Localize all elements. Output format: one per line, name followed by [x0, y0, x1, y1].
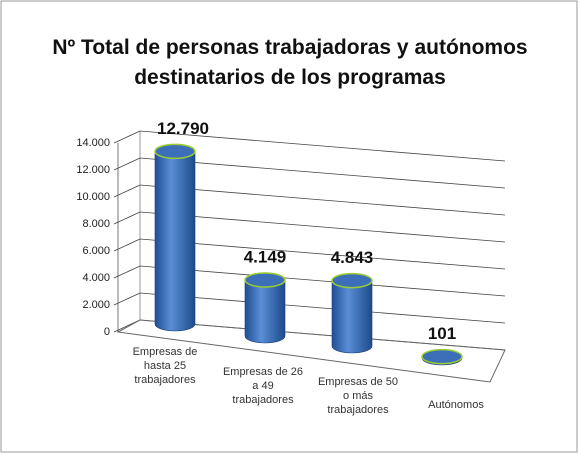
- y-tick-label: 8.000: [82, 218, 110, 230]
- x-tick-label: Empresas de hasta 25 trabajadores: [133, 346, 198, 386]
- grid-line: [113, 265, 506, 297]
- bar: [154, 151, 196, 332]
- value-label: 4.843: [331, 248, 374, 267]
- y-tick-label: 4.000: [82, 272, 110, 284]
- bar-top: [244, 272, 286, 288]
- x-tick-label: Empresas de 50 o más trabajadores: [318, 376, 398, 416]
- y-tick-label: 2.000: [82, 299, 110, 311]
- floor: [116, 319, 506, 383]
- x-tick-label: Empresas de 26 a 49 trabajadores: [223, 366, 303, 406]
- value-label: 12.790: [157, 119, 209, 138]
- value-label: 4.149: [244, 247, 287, 266]
- bar-top: [421, 348, 463, 365]
- bar: [331, 280, 373, 354]
- grid-line: [113, 211, 506, 243]
- chart-title: Nº Total de personas trabajadoras y autó…: [52, 36, 527, 89]
- bar-top: [331, 272, 373, 289]
- value-label: 101: [428, 324, 456, 343]
- grid-line: [113, 292, 506, 324]
- y-tick-label: 10.000: [76, 191, 110, 203]
- grid-line: [113, 184, 506, 216]
- x-tick-label: Autónomos: [428, 399, 484, 411]
- y-tick-label: 6.000: [82, 245, 110, 257]
- bar: [244, 279, 286, 344]
- y-tick-label: 14.000: [76, 137, 110, 149]
- y-tick-label: 12.000: [76, 164, 110, 176]
- y-tick-label: 0: [104, 326, 110, 338]
- grid-line: [113, 238, 506, 270]
- grid-line: [113, 130, 506, 162]
- grid-line: [113, 157, 506, 189]
- bar-top: [154, 143, 196, 160]
